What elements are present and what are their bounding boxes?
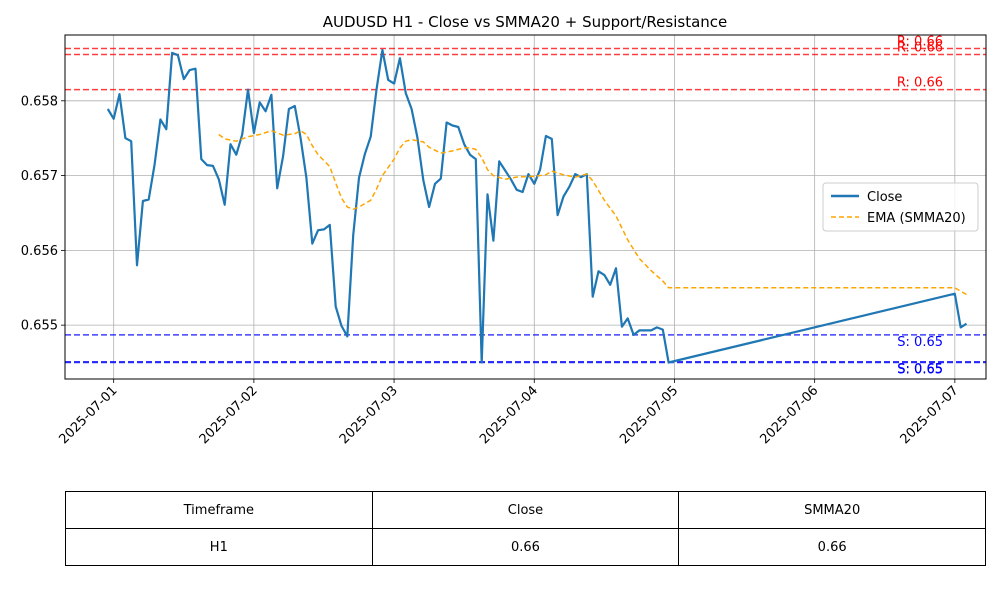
support-level-label: S: 0.65 (897, 335, 943, 350)
table-cell: H1 (65, 528, 373, 566)
table-header-cell: Timeframe (65, 491, 373, 529)
resistance-level-label: R: 0.66 (897, 34, 943, 49)
legend-label-close: Close (867, 190, 902, 205)
table-cell: 0.66 (371, 528, 680, 566)
legend-label-ema: EMA (SMMA20) (867, 211, 966, 226)
support-level-label: S: 0.65 (897, 363, 943, 378)
y-tick-label: 0.657 (21, 169, 58, 184)
resistance-level-label: R: 0.66 (897, 76, 943, 91)
summary-table: Timeframe Close SMMA20 H1 0.66 0.66 (65, 491, 986, 566)
support-level-label: S: 0.65 (897, 362, 943, 377)
y-tick-label: 0.656 (21, 244, 58, 259)
legend-box (822, 182, 979, 232)
y-tick-label: 0.658 (21, 94, 58, 109)
table-header-cell: Close (371, 491, 680, 529)
table-cell: 0.66 (678, 528, 986, 566)
chart-title: AUDUSD H1 - Close vs SMMA20 + Support/Re… (323, 13, 728, 31)
level-labels: R: 0.66R: 0.66R: 0.66S: 0.65S: 0.65S: 0.… (897, 34, 943, 377)
ema-series-line (218, 129, 967, 296)
support-resistance-levels (65, 47, 986, 364)
y-axis: 0.655 0.656 0.657 0.658 (21, 94, 65, 334)
close-series-line (106, 48, 968, 364)
table-header-row: Timeframe Close SMMA20 (65, 491, 986, 529)
resistance-level-label: R: 0.66 (897, 40, 943, 55)
table-header-cell: SMMA20 (678, 491, 986, 529)
table-row: H1 0.66 0.66 (65, 528, 986, 566)
y-tick-label: 0.655 (21, 319, 58, 334)
series (106, 48, 968, 364)
legend: Close EMA (SMMA20) (822, 182, 979, 232)
plot-area-frame (64, 34, 987, 380)
